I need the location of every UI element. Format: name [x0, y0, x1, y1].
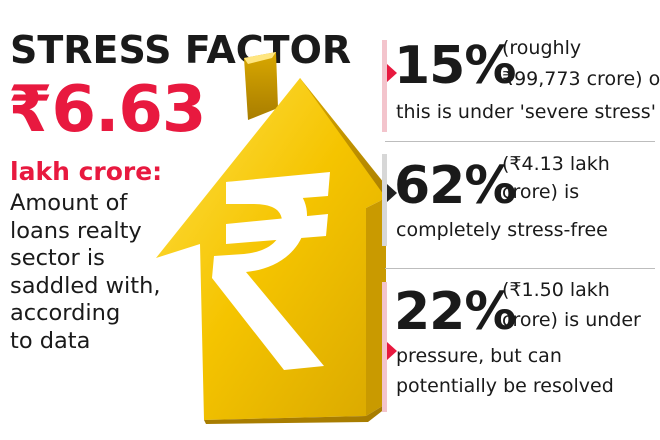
stat-detail-line: crore) is under	[502, 309, 641, 331]
description-line: saddled with,	[10, 272, 161, 299]
stat-percent: 15%	[394, 36, 516, 96]
stat-detail-line: pressure, but can	[396, 345, 562, 367]
stat-bar	[382, 40, 387, 132]
stat-arrow-icon	[387, 184, 397, 202]
stat-detail-line: (₹4.13 lakh	[502, 153, 610, 175]
stat-severe-stress: 15% (roughly ₹99,773 crore) of this is u…	[380, 34, 660, 134]
rupee-symbol	[212, 172, 330, 370]
stat-stress-free: 62% (₹4.13 lakh crore) is completely str…	[380, 148, 658, 256]
stat-detail-line: potentially be resolved	[396, 375, 614, 397]
divider	[385, 268, 655, 269]
stat-percent: 62%	[394, 156, 516, 216]
loan-amount: ₹6.63	[8, 73, 206, 147]
stat-detail-line: ₹99,773 crore) of	[502, 68, 660, 90]
description-line: loans realty	[10, 217, 142, 244]
description-line: sector is	[10, 245, 105, 271]
headline-title: STRESS FACTOR	[10, 28, 352, 72]
stat-detail-line: completely stress-free	[396, 219, 608, 241]
stat-percent: 22%	[394, 282, 516, 342]
stat-arrow-icon	[387, 64, 397, 82]
description-line: according	[10, 300, 121, 326]
description-line: Amount of	[10, 190, 128, 216]
stat-bar	[382, 282, 387, 412]
house-chimney	[244, 52, 278, 120]
stat-detail-line: crore) is	[502, 181, 580, 203]
description-line: to data	[10, 327, 91, 354]
divider	[385, 141, 655, 142]
stat-bar	[382, 154, 387, 246]
stat-detail-line: (roughly	[502, 37, 582, 59]
house-rupee-icon	[156, 52, 388, 424]
loan-amount-description: Amount of loans realty sector is saddled…	[10, 190, 170, 355]
stat-detail-line: (₹1.50 lakh	[502, 279, 610, 301]
stat-detail-line: this is under 'severe stress'	[396, 101, 656, 123]
stat-under-pressure: 22% (₹1.50 lakh crore) is under pressure…	[380, 274, 658, 414]
loan-amount-unit: lakh crore:	[10, 157, 163, 186]
stat-arrow-icon	[387, 342, 397, 360]
